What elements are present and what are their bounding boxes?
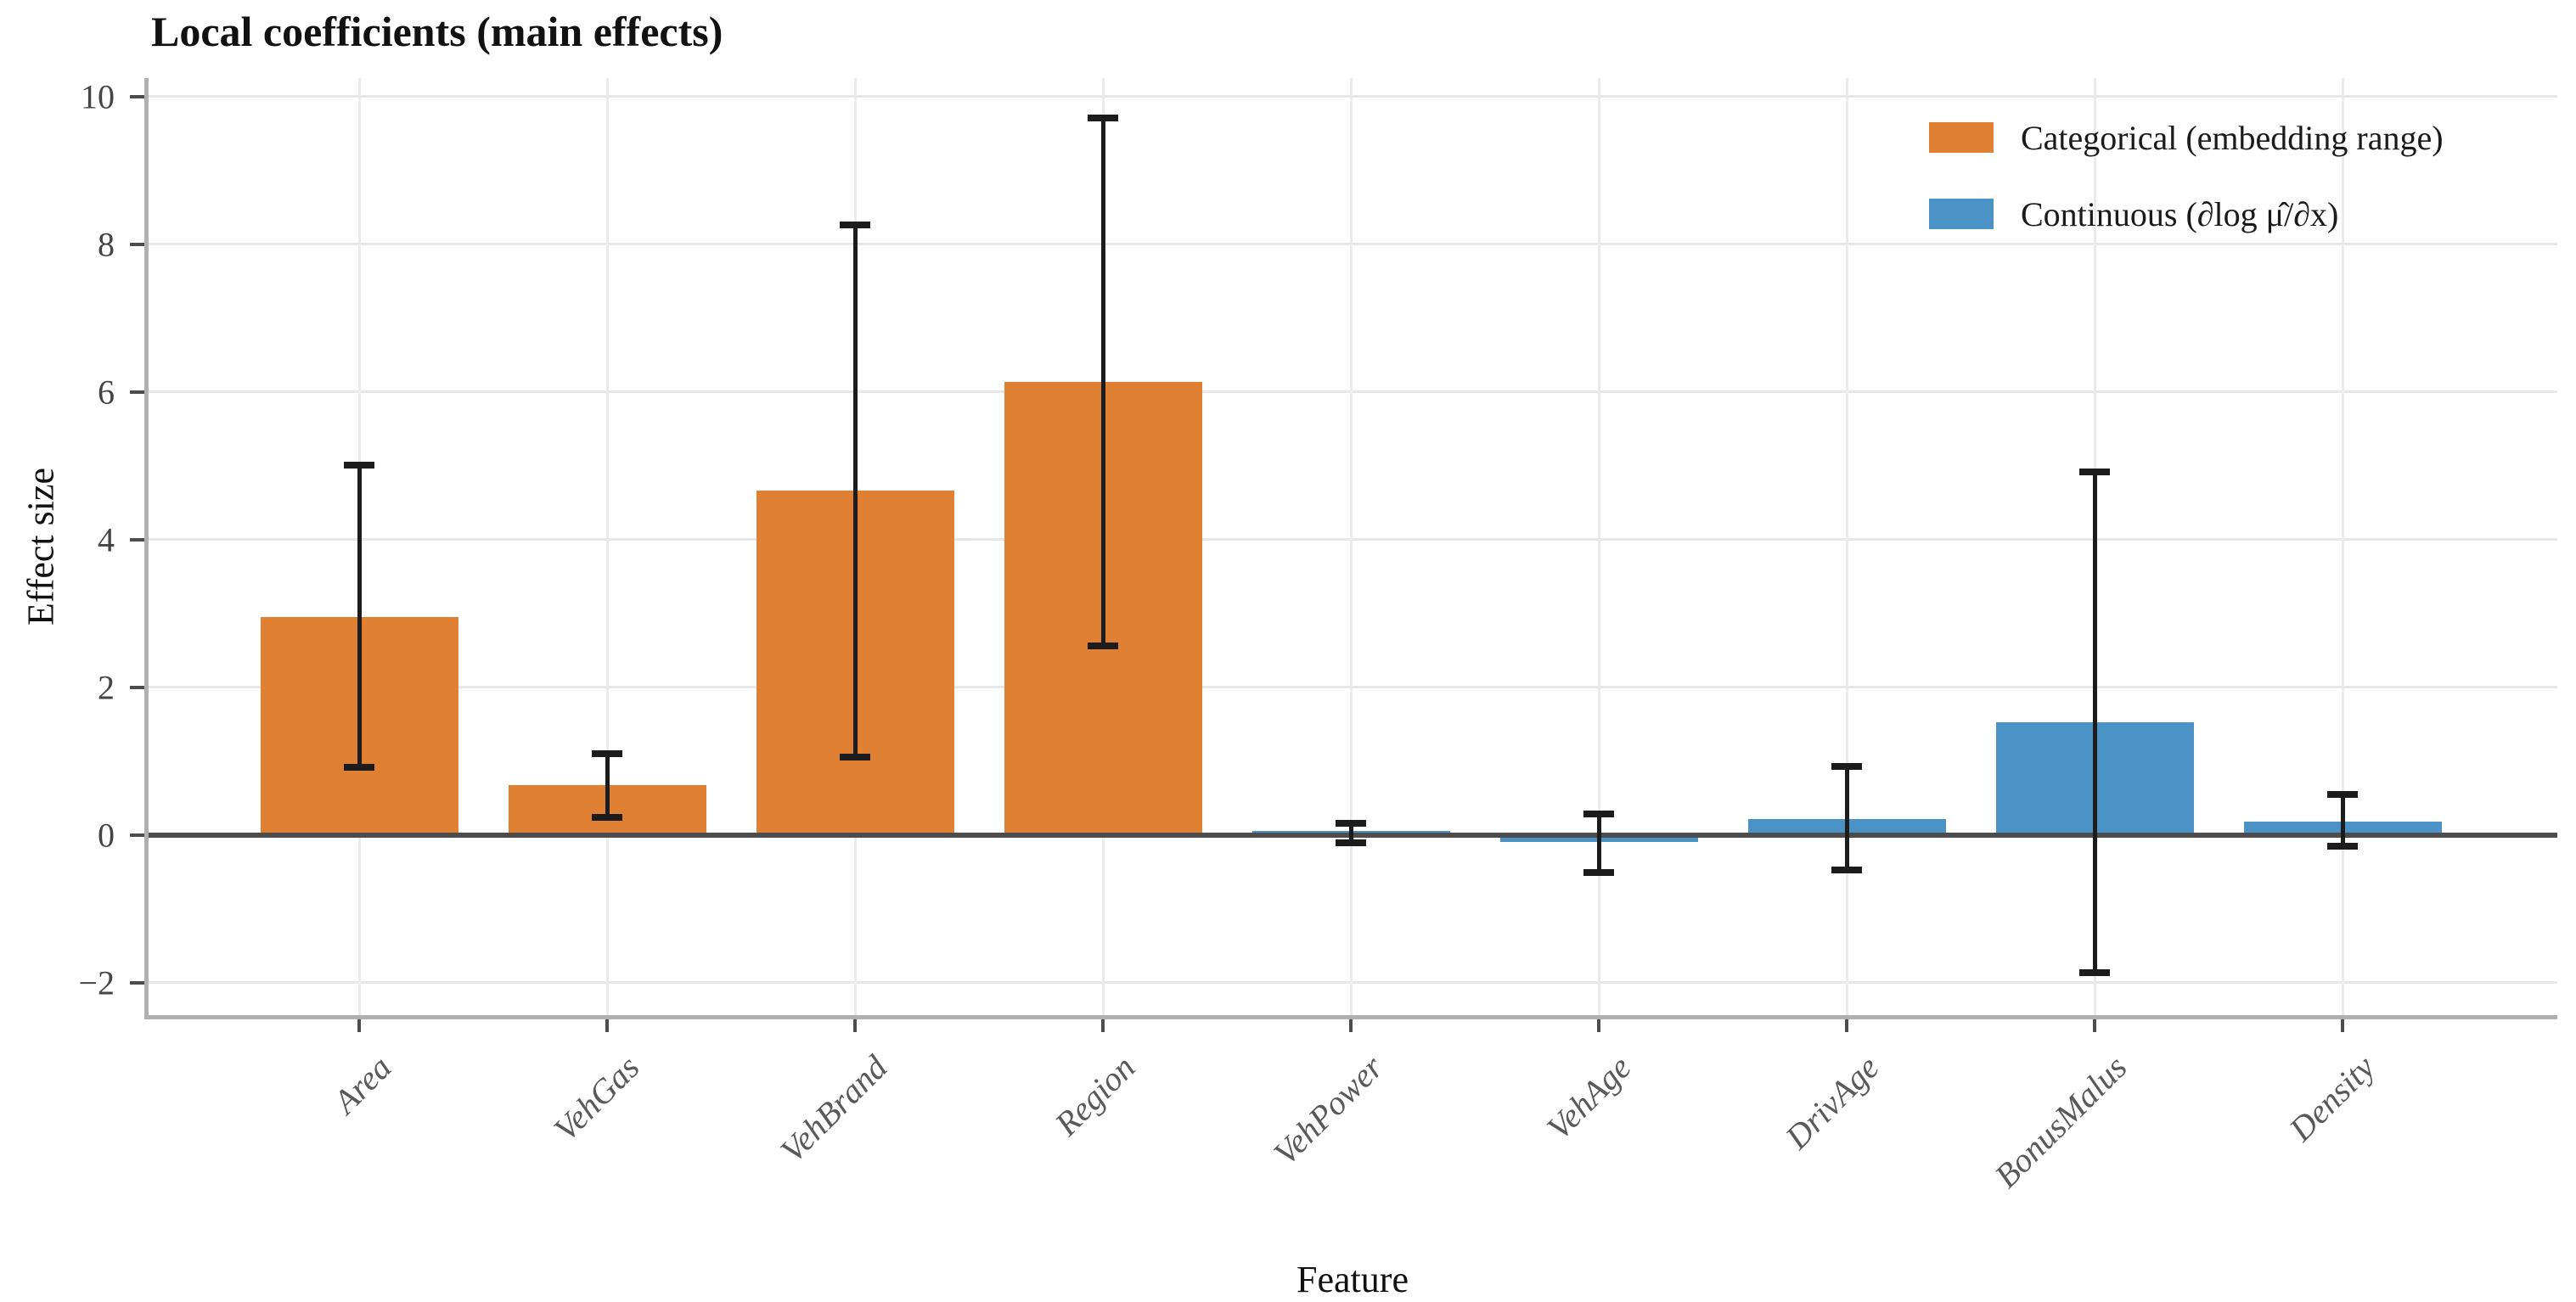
x-tick-label-VehBrand: VehBrand: [773, 1047, 895, 1170]
errorbar-cap-high-BonusMalus: [2079, 468, 2110, 475]
x-axis-label: Feature: [1296, 1259, 1409, 1300]
x-tick-label-BonusMalus: BonusMalus: [1987, 1047, 2134, 1195]
x-tick-Density: [2341, 1015, 2344, 1032]
errorbar-cap-low-BonusMalus: [2079, 969, 2110, 977]
errorbar-cap-low-VehGas: [592, 813, 622, 821]
y-tick-8: [130, 242, 149, 246]
gridline-x-VehAge: [1597, 78, 1600, 1015]
legend-swatch-continuous: [1929, 199, 1994, 229]
y-tick-10: [130, 94, 149, 98]
errorbar-cap-high-VehPower: [1336, 819, 1366, 827]
errorbar-Region: [1100, 117, 1105, 646]
x-tick-label-DrivAge: DrivAge: [1777, 1047, 1887, 1157]
x-tick-DrivAge: [1845, 1015, 1848, 1032]
gridline-y-4: [149, 538, 2557, 542]
errorbar-cap-low-Region: [1088, 643, 1118, 649]
errorbar-VehPower: [1348, 822, 1353, 844]
errorbar-VehBrand: [852, 225, 858, 758]
zero-line: [149, 832, 2557, 838]
x-tick-label-Area: Area: [325, 1047, 399, 1121]
y-axis-spine: [144, 78, 149, 1015]
errorbar-cap-high-VehBrand: [840, 222, 870, 229]
errorbar-cap-low-VehBrand: [840, 754, 870, 761]
errorbar-Density: [2340, 794, 2345, 846]
x-tick-VehPower: [1349, 1015, 1353, 1032]
y-tick-label-10: 10: [81, 77, 115, 116]
errorbar-cap-high-VehGas: [592, 750, 622, 758]
errorbar-VehAge: [1596, 814, 1601, 873]
y-tick-label-0: 0: [98, 816, 115, 855]
legend-row-categorical: Categorical (embedding range): [1929, 119, 2444, 157]
y-tick-label--2: −2: [78, 963, 115, 1002]
y-tick-label-8: 8: [98, 225, 115, 264]
legend-swatch-categorical: [1929, 122, 1994, 153]
chart-title: Local coefficients (main effects): [151, 8, 723, 55]
plot-area: [144, 78, 2557, 1019]
errorbar-cap-high-Area: [344, 461, 374, 469]
x-axis-spine: [144, 1015, 2557, 1019]
x-tick-label-Region: Region: [1047, 1047, 1143, 1143]
errorbar-DrivAge: [1844, 766, 1849, 871]
gridline-y--2: [149, 981, 2557, 985]
errorbar-cap-low-VehAge: [1583, 869, 1614, 877]
x-tick-label-Density: Density: [2281, 1047, 2382, 1148]
errorbar-VehGas: [605, 754, 610, 817]
gridline-x-VehGas: [605, 78, 609, 1015]
legend-row-continuous: Continuous (∂log μ̂/∂x): [1929, 195, 2444, 233]
errorbar-cap-low-VehPower: [1336, 839, 1366, 847]
y-tick-4: [130, 537, 149, 542]
gridline-x-VehPower: [1349, 78, 1353, 1015]
errorbar-cap-low-Area: [344, 763, 374, 771]
errorbar-cap-high-Density: [2327, 790, 2358, 798]
legend: Categorical (embedding range) Continuous …: [1929, 119, 2444, 275]
gridline-x-DrivAge: [1845, 78, 1848, 1015]
y-tick-6: [130, 390, 149, 394]
x-tick-Region: [1101, 1015, 1105, 1032]
y-tick-0: [130, 833, 149, 837]
x-tick-VehBrand: [853, 1015, 857, 1032]
x-tick-Area: [357, 1015, 361, 1032]
y-tick-2: [130, 685, 149, 689]
gridline-y-8: [149, 243, 2557, 246]
errorbar-Area: [357, 464, 362, 767]
x-tick-VehGas: [605, 1015, 609, 1032]
gridline-y-2: [149, 686, 2557, 689]
errorbar-BonusMalus: [2092, 471, 2097, 974]
legend-label-categorical: Categorical (embedding range): [2021, 118, 2444, 157]
y-tick-label-2: 2: [98, 668, 115, 707]
errorbar-cap-high-VehAge: [1583, 811, 1614, 818]
y-tick-label-4: 4: [98, 520, 115, 559]
y-tick-label-6: 6: [98, 373, 115, 412]
errorbar-cap-high-DrivAge: [1831, 762, 1862, 770]
gridline-y-10: [149, 95, 2557, 98]
errorbar-cap-low-DrivAge: [1831, 867, 1862, 874]
errorbar-cap-high-Region: [1088, 114, 1118, 121]
x-tick-label-VehGas: VehGas: [546, 1047, 647, 1148]
errorbar-cap-low-Density: [2327, 842, 2358, 850]
gridline-y-6: [149, 390, 2557, 394]
gridline-x-Density: [2341, 78, 2344, 1015]
x-tick-VehAge: [1597, 1015, 1600, 1032]
x-tick-BonusMalus: [2093, 1015, 2096, 1032]
legend-label-continuous: Continuous (∂log μ̂/∂x): [2021, 194, 2339, 233]
y-tick--2: [130, 980, 149, 985]
